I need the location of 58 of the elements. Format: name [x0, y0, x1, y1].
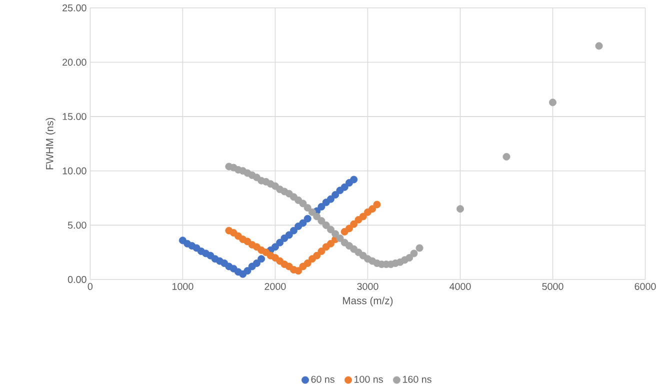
y-tick-label: 20.00: [62, 58, 86, 66]
point: [322, 221, 330, 229]
point: [290, 226, 298, 234]
point: [313, 252, 321, 260]
point: [326, 195, 334, 203]
legend-label: 160 ns: [402, 376, 432, 383]
legend-label: 100 ns: [354, 376, 383, 383]
point: [350, 176, 358, 184]
point: [502, 152, 510, 160]
x-tick-label: 5000: [542, 282, 564, 290]
point: [595, 42, 603, 50]
point: [332, 190, 340, 198]
point: [332, 230, 340, 238]
x-tick-label: 4000: [450, 282, 471, 290]
y-tick-label: 25.00: [62, 4, 86, 12]
point: [350, 220, 358, 228]
point: [326, 226, 334, 234]
point: [313, 212, 321, 220]
point: [340, 183, 348, 191]
point: [308, 208, 316, 216]
legend-label: 60 ns: [311, 376, 334, 383]
x-tick-label: 1000: [172, 282, 194, 290]
point: [318, 247, 326, 255]
y-tick-label: 5.00: [68, 222, 86, 229]
point: [258, 255, 266, 263]
point: [285, 231, 293, 239]
point: [406, 254, 414, 262]
point: [244, 266, 252, 274]
point: [416, 244, 424, 252]
point: [294, 266, 302, 274]
point: [359, 212, 367, 220]
point: [299, 219, 307, 227]
point: [410, 250, 418, 258]
point: [368, 205, 376, 213]
point: [318, 217, 326, 225]
point: [373, 200, 381, 208]
y-tick-label: 0.00: [68, 276, 86, 283]
point: [304, 259, 312, 267]
point: [252, 259, 260, 267]
y-axis-title: FWHM (ns): [46, 118, 56, 170]
point: [318, 202, 326, 210]
point: [456, 205, 464, 213]
point: [271, 243, 279, 251]
y-tick-label: 15.00: [62, 112, 86, 120]
x-tick-label: 3000: [357, 282, 378, 290]
point: [336, 234, 344, 242]
point: [326, 240, 334, 248]
point: [304, 214, 312, 222]
point: [548, 98, 556, 106]
x-axis-title: Mass (m/z): [343, 296, 393, 306]
point: [276, 238, 284, 246]
point: [304, 204, 312, 212]
point: [299, 200, 307, 208]
y-tick-label: 10.00: [62, 167, 86, 174]
x-tick-label: 2000: [264, 282, 286, 290]
x-tick-label: 0: [88, 282, 93, 290]
x-tick-label: 6000: [634, 282, 656, 290]
point: [345, 224, 353, 232]
